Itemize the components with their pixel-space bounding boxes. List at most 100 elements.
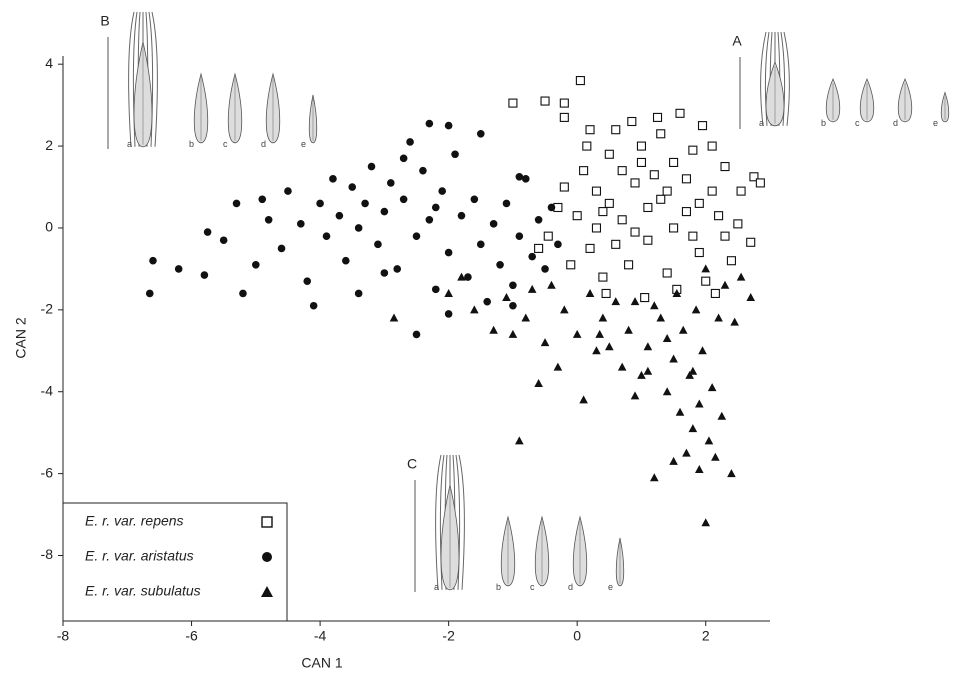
point <box>691 305 701 314</box>
point <box>284 187 292 195</box>
point <box>637 370 646 379</box>
point <box>656 313 666 322</box>
point <box>145 289 154 298</box>
point <box>604 149 614 159</box>
point <box>643 342 653 351</box>
point <box>662 186 672 196</box>
point <box>611 125 621 135</box>
point <box>624 260 634 270</box>
point <box>174 265 183 273</box>
point <box>335 211 344 220</box>
point <box>678 325 688 334</box>
point <box>444 288 453 297</box>
point <box>650 301 659 310</box>
part-label: e <box>301 139 306 149</box>
point <box>598 272 608 282</box>
point <box>585 243 595 253</box>
point <box>643 202 653 213</box>
point <box>203 228 212 236</box>
point <box>425 119 434 128</box>
point <box>694 198 704 208</box>
point <box>598 313 608 322</box>
point <box>528 252 536 261</box>
point <box>476 129 485 138</box>
point <box>399 195 408 204</box>
point <box>714 211 724 221</box>
point <box>717 411 727 420</box>
point <box>701 518 711 527</box>
point <box>297 220 305 228</box>
point <box>252 261 260 269</box>
point <box>662 268 672 278</box>
illustration-label: A <box>732 33 742 49</box>
point <box>582 141 592 151</box>
legend-box <box>62 502 288 622</box>
point <box>540 338 550 347</box>
point <box>457 272 466 281</box>
point <box>527 284 537 293</box>
point <box>704 436 714 445</box>
point <box>489 325 498 334</box>
point <box>412 330 421 339</box>
point <box>669 157 679 167</box>
point <box>662 334 672 342</box>
point <box>354 224 363 232</box>
point <box>380 269 389 277</box>
point <box>559 112 569 122</box>
point <box>412 232 421 240</box>
part-label: e <box>933 118 938 128</box>
point <box>354 289 363 298</box>
legend-marker <box>261 586 273 597</box>
point <box>652 112 663 122</box>
legend-label: E. r. var. aristatus <box>85 548 194 564</box>
point <box>733 219 743 229</box>
point <box>681 174 691 184</box>
point <box>444 121 453 130</box>
point <box>611 297 621 306</box>
legend-marker <box>262 552 272 562</box>
point <box>277 244 286 253</box>
point <box>694 247 704 258</box>
point <box>258 195 267 204</box>
floret-drawing <box>783 31 790 126</box>
point <box>746 293 756 302</box>
point <box>575 76 585 86</box>
point <box>688 145 698 155</box>
x-axis-label: CAN 1 <box>301 655 342 671</box>
point <box>636 157 647 167</box>
illustration-label: B <box>100 13 109 29</box>
point <box>508 98 518 108</box>
point <box>656 129 666 139</box>
point <box>393 265 402 273</box>
point <box>444 310 453 318</box>
point <box>701 264 711 273</box>
point <box>309 301 318 310</box>
point <box>669 456 678 465</box>
point <box>698 346 707 355</box>
illustration: Aa b c d e <box>732 31 950 129</box>
point <box>509 301 517 310</box>
point <box>572 329 582 338</box>
point <box>521 175 530 183</box>
point <box>579 166 589 176</box>
point <box>457 211 466 220</box>
point <box>572 211 582 221</box>
point <box>438 187 447 195</box>
point <box>451 150 459 159</box>
point <box>521 313 531 322</box>
point <box>470 305 479 314</box>
point <box>348 183 357 191</box>
x-tick-label: 2 <box>702 628 710 644</box>
point <box>688 231 698 241</box>
y-tick-label: -2 <box>41 301 54 317</box>
point <box>755 178 765 188</box>
point <box>591 223 602 233</box>
point <box>669 223 679 233</box>
part-label: a <box>759 118 764 128</box>
floret-drawing <box>760 31 767 126</box>
point <box>720 280 730 289</box>
point <box>329 175 337 183</box>
point <box>470 195 479 204</box>
point <box>560 305 569 314</box>
point <box>643 366 653 375</box>
